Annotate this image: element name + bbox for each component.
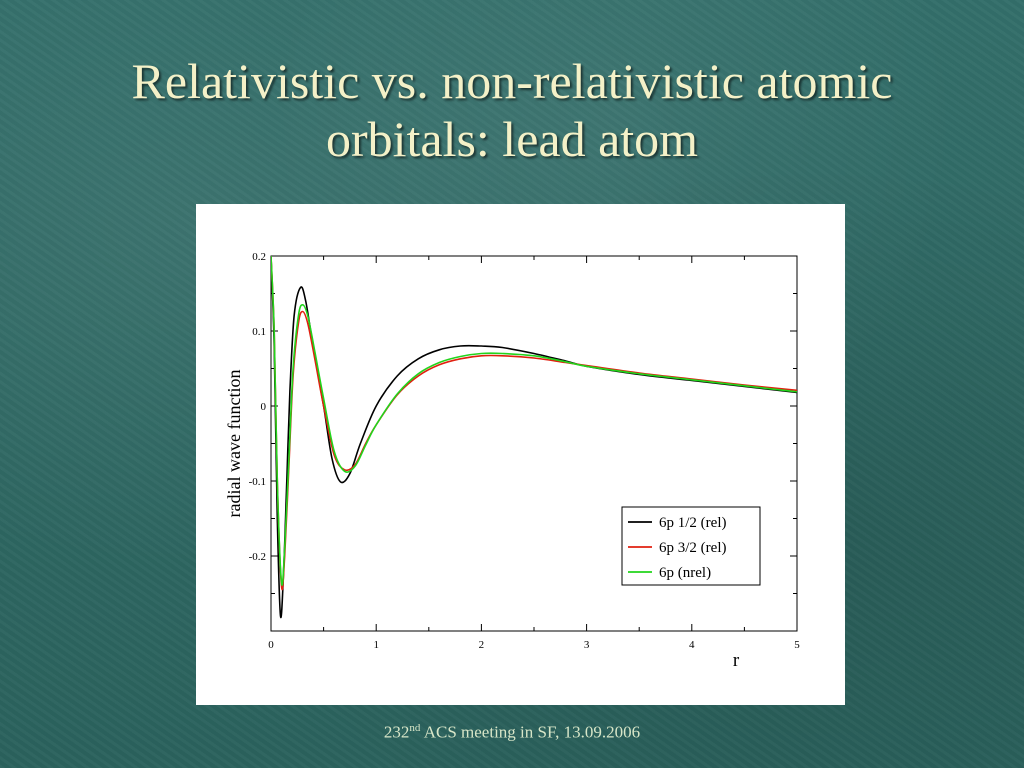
footer-text: ACS meeting in SF, 13.09.2006 <box>420 722 641 742</box>
x-tick-label: 2 <box>479 639 485 651</box>
y-tick-label: 0.1 <box>252 326 266 338</box>
y-axis-label: radial wave function <box>224 370 244 518</box>
footer-superscript: nd <box>409 722 421 734</box>
x-tick-label: 1 <box>373 639 379 651</box>
x-tick-label: 5 <box>794 639 800 651</box>
footer: 232nd ACS meeting in SF, 13.09.2006 <box>0 722 1024 743</box>
x-tick-label: 3 <box>584 639 590 651</box>
legend-label: 6p (nrel) <box>659 565 711 581</box>
y-tick-label: -0.2 <box>249 551 266 563</box>
footer-number: 232 <box>383 722 410 742</box>
legend-label: 6p 1/2 (rel) <box>659 515 726 531</box>
legend-label: 6p 3/2 (rel) <box>659 540 726 556</box>
y-tick-label: -0.1 <box>249 476 266 488</box>
wave-function-chart: 0 1 2 3 4 5 0.2 0.1 0 -0.1 -0.2 r radial wave functi… <box>224 251 800 671</box>
title-line-2: orbitals: lead atom <box>325 111 699 167</box>
title-line-1: Relativistic vs. non-relativistic atomic <box>131 53 893 109</box>
slide-title: Relativistic vs. non-relativistic atomic… <box>40 52 984 168</box>
x-tick-label: 0 <box>268 639 274 651</box>
x-tick-label: 4 <box>689 639 695 651</box>
chart-panel: 0 1 2 3 4 5 0.2 0.1 0 -0.1 -0.2 r radial wave functi… <box>196 204 845 705</box>
series-line-3 <box>271 256 797 586</box>
y-tick-label: 0.2 <box>252 251 266 263</box>
y-tick-label: 0 <box>261 401 267 413</box>
x-axis-label: r <box>733 650 740 671</box>
